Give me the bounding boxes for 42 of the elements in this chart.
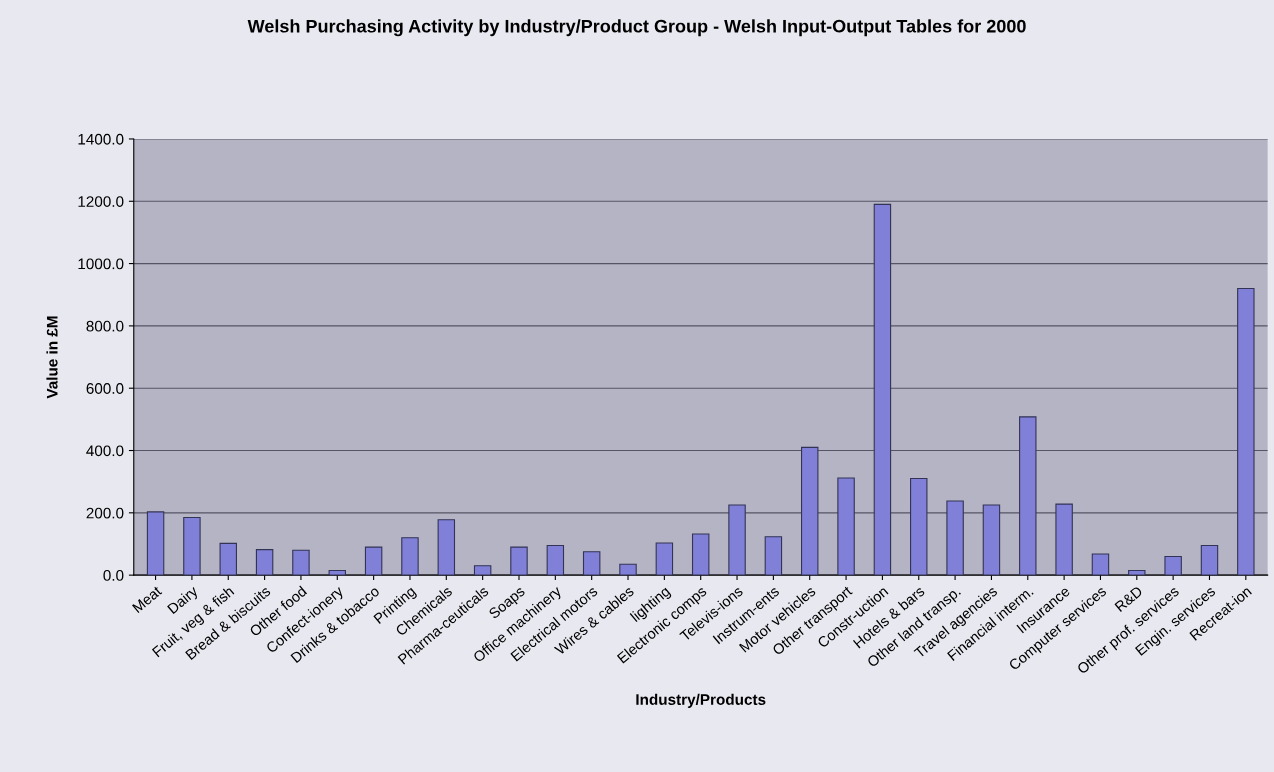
bar [510, 546, 528, 576]
y-tick-label: 200.0 [86, 507, 124, 519]
bar [1128, 569, 1146, 576]
bar [183, 516, 201, 576]
bar [364, 546, 383, 576]
y-tick-label: 1200.0 [78, 196, 124, 207]
bar [255, 549, 274, 576]
bar [146, 511, 165, 576]
bar [292, 549, 310, 576]
bar [401, 537, 419, 576]
y-axis-title: Value in £M [46, 316, 58, 399]
bar [946, 500, 964, 576]
bar [873, 203, 892, 576]
bar [764, 536, 783, 576]
bar [728, 504, 746, 576]
bar [1237, 287, 1255, 576]
chart-title: Welsh Purchasing Activity by Industry/Product Group - Welsh Input-Output Tables for 2000 [247, 19, 1026, 37]
bar [473, 565, 492, 576]
bar [837, 477, 855, 576]
bar [546, 544, 565, 576]
bar [582, 551, 601, 576]
y-tick-label: 1400.0 [78, 133, 124, 145]
y-tick-label: 1000.0 [78, 258, 124, 270]
bar [619, 563, 637, 576]
bar [219, 542, 237, 576]
bar [800, 446, 819, 576]
y-tick-label: 800.0 [86, 320, 124, 332]
y-tick-label: 0.0 [103, 570, 124, 581]
bar [1164, 555, 1182, 576]
bar [691, 533, 710, 576]
y-tick-label: 400.0 [86, 445, 124, 457]
bar [1091, 553, 1110, 576]
x-axis-title: Industry/Products [636, 693, 766, 708]
bar [1055, 503, 1073, 576]
bar [1200, 544, 1219, 576]
bar [437, 519, 456, 576]
y-tick-label: 600.0 [86, 383, 124, 394]
bar [328, 569, 347, 576]
bar [910, 478, 928, 576]
bar [982, 504, 1001, 576]
bar [1019, 416, 1037, 576]
bar [655, 542, 674, 576]
